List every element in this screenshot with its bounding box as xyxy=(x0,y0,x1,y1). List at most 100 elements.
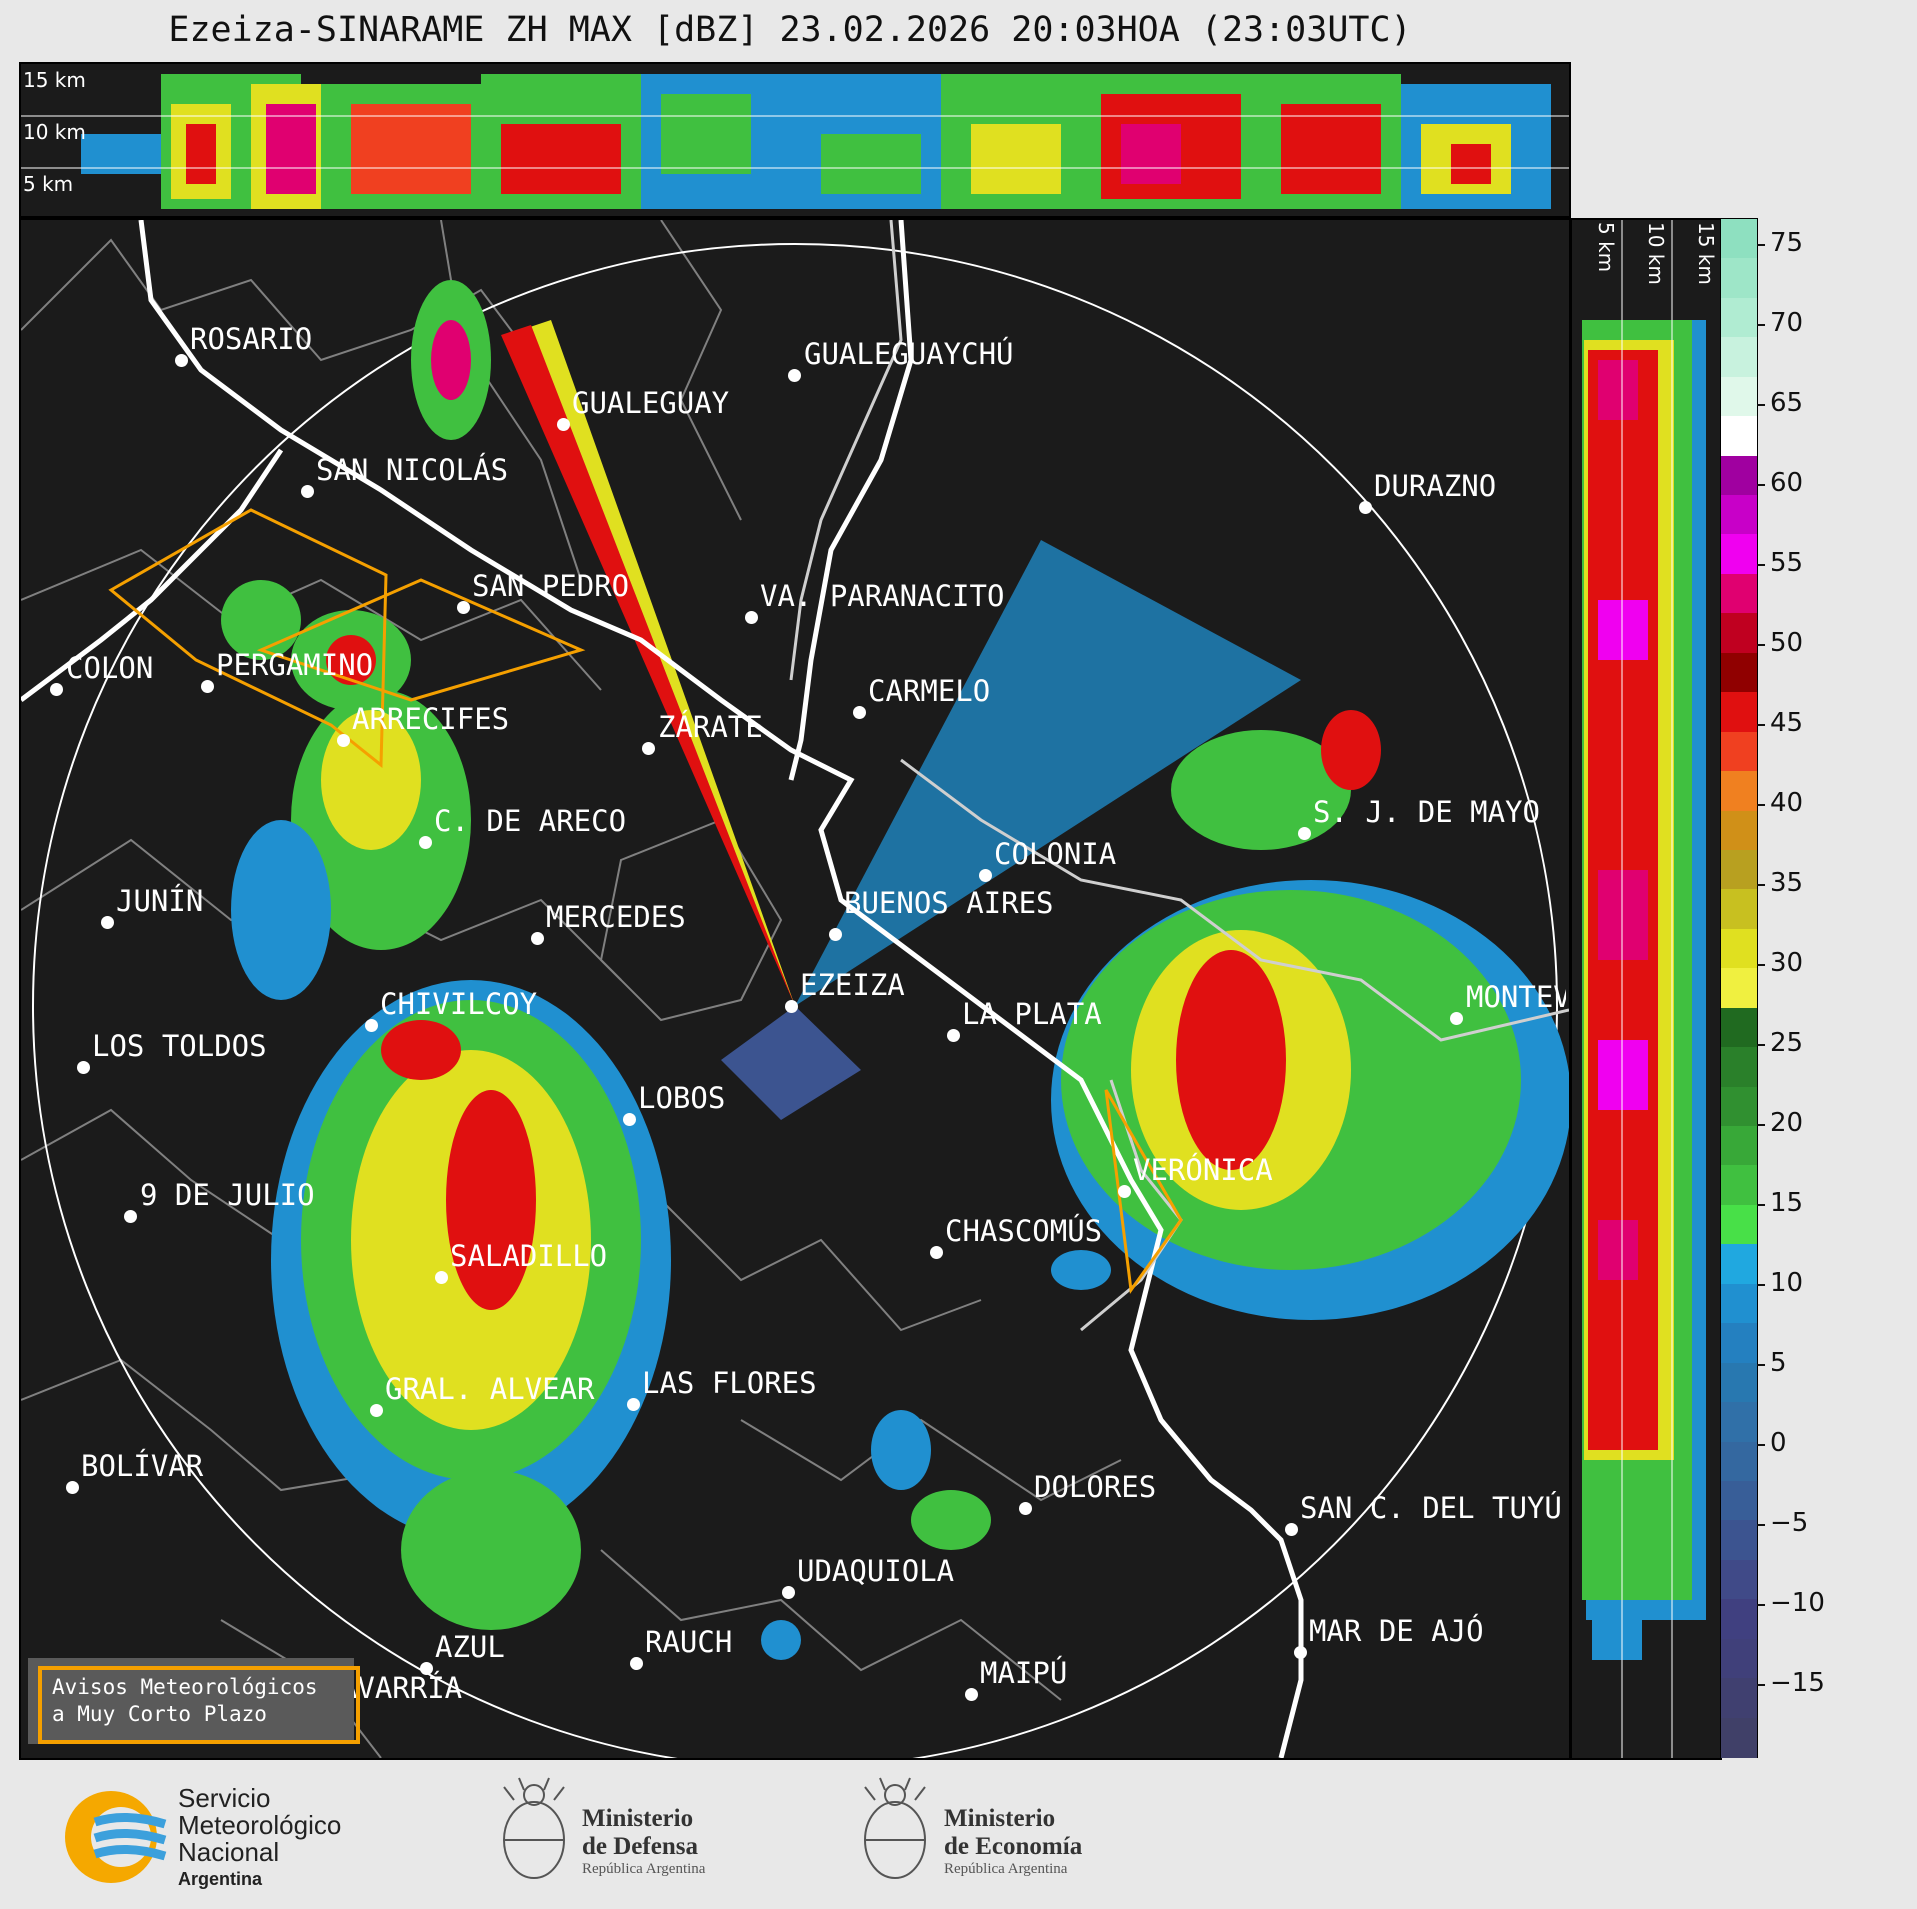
colorbar-tick-mark xyxy=(1757,1444,1765,1446)
defensa-line3: República Argentina xyxy=(582,1861,706,1877)
city-label: PERGAMINO xyxy=(216,648,374,682)
city-dot xyxy=(627,1398,640,1411)
city-dot xyxy=(745,611,758,624)
city-label: SAN PEDRO xyxy=(472,569,630,603)
warnings-legend-frame: Avisos Meteorológicos a Muy Corto Plazo xyxy=(38,1666,360,1744)
city-label: MERCEDES xyxy=(546,900,686,934)
colorbar-tick-label: 15 xyxy=(1770,1188,1804,1218)
colorbar-tick-mark xyxy=(1757,1204,1765,1206)
top-cross-section-svg xyxy=(21,74,1569,209)
smn-logo-icon xyxy=(65,1791,167,1883)
colorbar-tick-mark xyxy=(1757,1124,1765,1126)
colorbar-tick-mark xyxy=(1757,404,1765,406)
city-label: 9 DE JULIO xyxy=(140,1178,315,1212)
top-alt-label-10: 10 km xyxy=(23,120,86,144)
smn-line3: Nacional xyxy=(178,1837,280,1867)
colorbar-segment xyxy=(1721,1717,1757,1758)
colorbar-segment xyxy=(1721,573,1757,615)
city-dot xyxy=(365,1019,378,1032)
city-dot xyxy=(1450,1012,1463,1025)
city-dot xyxy=(531,932,544,945)
city-label: ZÁRATE xyxy=(658,710,763,744)
city-label: VA. PARANACITO xyxy=(760,579,1005,613)
right-alt-label-5: 5 km xyxy=(1594,222,1618,273)
city-label: SALADILLO xyxy=(450,1239,608,1273)
city-dot xyxy=(175,354,188,367)
warnings-legend-line2: a Muy Corto Plazo xyxy=(52,1702,267,1726)
economia-crest-icon xyxy=(864,1777,926,1879)
smn-line4: Argentina xyxy=(178,1869,263,1889)
warnings-legend-line1: Avisos Meteorológicos xyxy=(52,1675,318,1699)
city-label: CARMELO xyxy=(868,674,991,708)
city-dot xyxy=(50,683,63,696)
city-dot xyxy=(124,1210,137,1223)
colorbar-segment xyxy=(1721,1362,1757,1404)
city-dot xyxy=(1294,1646,1307,1659)
colorbar-segment xyxy=(1721,337,1757,378)
colorbar-segment xyxy=(1721,1165,1757,1206)
colorbar-segment xyxy=(1721,297,1757,339)
colorbar-tick-label: 75 xyxy=(1770,228,1804,258)
city-label: CHASCOMÚS xyxy=(945,1214,1103,1248)
colorbar-segment xyxy=(1721,1283,1757,1325)
city-label: SAN NICOLÁS xyxy=(316,453,509,487)
colorbar-segment xyxy=(1721,613,1757,654)
city-label: DOLORES xyxy=(1034,1470,1157,1504)
city-label: UDAQUIOLA xyxy=(797,1554,955,1588)
colorbar-tick-mark xyxy=(1757,724,1765,726)
city-dot xyxy=(457,601,470,614)
colorbar-tick-label: −5 xyxy=(1770,1508,1809,1538)
city-label: LOS TOLDOS xyxy=(92,1029,267,1063)
colorbar-segment xyxy=(1721,1402,1757,1443)
city-dot xyxy=(1019,1502,1032,1515)
city-label: LA PLATA xyxy=(962,997,1102,1031)
colorbar-tick-label: 40 xyxy=(1770,788,1804,818)
city-label: LAS FLORES xyxy=(642,1366,817,1400)
city-dot xyxy=(435,1271,448,1284)
city-label: ARRECIFES xyxy=(352,702,510,736)
city-label: COLONIA xyxy=(994,837,1117,871)
city-dot xyxy=(201,680,214,693)
radar-map-svg xyxy=(21,220,1569,1758)
right-alt-label-10: 10 km xyxy=(1644,222,1668,285)
colorbar-tick-label: 45 xyxy=(1770,708,1804,738)
city-dot xyxy=(370,1404,383,1417)
colorbar-tick-mark xyxy=(1757,564,1765,566)
colorbar-segment xyxy=(1721,534,1757,575)
city-dot xyxy=(623,1113,636,1126)
economia-logo-text: Ministerio de Economía República Argenti… xyxy=(944,1805,1082,1878)
colorbar-tick-label: 20 xyxy=(1770,1108,1804,1138)
colorbar-tick-mark xyxy=(1757,804,1765,806)
colorbar-tick-label: 60 xyxy=(1770,468,1804,498)
city-dot xyxy=(557,418,570,431)
city-dot xyxy=(1298,827,1311,840)
city-dot xyxy=(420,1662,433,1675)
defensa-crest-icon xyxy=(503,1777,565,1879)
city-dot xyxy=(66,1481,79,1494)
defensa-logo-text: Ministerio de Defensa República Argentin… xyxy=(582,1805,705,1878)
city-dot xyxy=(829,928,842,941)
colorbar-segment xyxy=(1721,1323,1757,1364)
city-label: GUALEGUAY xyxy=(572,386,730,420)
city-label: EZEIZA xyxy=(800,968,905,1002)
smn-logo-text: Servicio Meteorológico Nacional Argentin… xyxy=(178,1785,341,1893)
warning-polygon-pergamino xyxy=(108,508,388,769)
colorbar-tick-label: 0 xyxy=(1770,1428,1787,1458)
colorbar-segment xyxy=(1721,1086,1757,1127)
colorbar-segment xyxy=(1721,771,1757,812)
colorbar-segment xyxy=(1721,1678,1757,1719)
colorbar-segment xyxy=(1721,1047,1757,1088)
city-label: LOBOS xyxy=(638,1081,726,1115)
city-dot xyxy=(337,734,350,747)
city-label: MAR DE AJÓ xyxy=(1309,1614,1484,1648)
colorbar-segment xyxy=(1721,692,1757,733)
chart-title: Ezeiza-SINARAME ZH MAX [dBZ] 23.02.2026 … xyxy=(168,10,1412,50)
colorbar-segment xyxy=(1721,219,1757,260)
city-label: VERÓNICA xyxy=(1133,1153,1273,1187)
city-dot xyxy=(788,369,801,382)
top-cross-section: 15 km 10 km 5 km xyxy=(19,62,1571,218)
city-dot xyxy=(642,742,655,755)
city-dot xyxy=(1359,501,1372,514)
city-dot xyxy=(930,1246,943,1259)
economia-line2: de Economía xyxy=(944,1833,1083,1860)
